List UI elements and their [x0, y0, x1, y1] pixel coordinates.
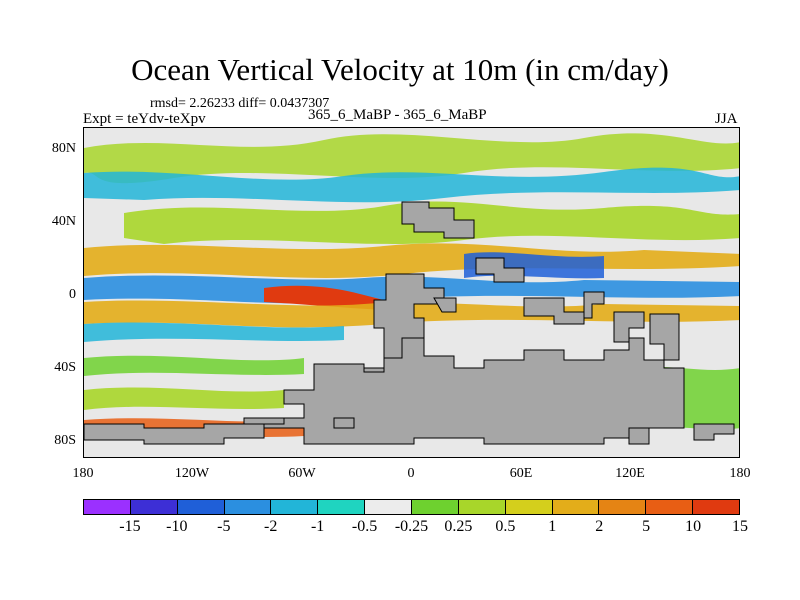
colorbar-label: -5 [217, 518, 231, 535]
colorbar-swatch [271, 500, 319, 514]
land-masses [84, 201, 735, 445]
x-tick-label: 180 [72, 466, 94, 481]
colorbar-label: 5 [642, 518, 651, 535]
center-label: 365_6_MaBP - 365_6_MaBP [308, 107, 487, 123]
colorbar-swatch [177, 500, 225, 514]
map-title: Ocean Vertical Velocity at 10m (in cm/da… [131, 52, 669, 87]
map-field [84, 128, 739, 457]
colorbar-label: -10 [166, 518, 188, 535]
colorbar-label: -1 [310, 518, 325, 535]
colorbar-swatch [458, 500, 506, 514]
colorbar-label: 1 [548, 518, 557, 535]
colorbar-label: 15 [732, 518, 748, 535]
colorbar-label: -2 [264, 518, 278, 535]
x-tick-label: 180 [729, 466, 751, 481]
colorbar-swatch [365, 500, 413, 514]
y-tick-label: 0 [69, 287, 76, 302]
colorbar-label: 0.5 [495, 518, 516, 535]
colorbar-swatch [84, 500, 131, 514]
y-tick-label: 80N [51, 141, 76, 156]
x-tick-label: 60W [288, 466, 316, 481]
experiment-label: Expt = teYdv-teXpv [83, 111, 206, 127]
x-tick-label: 60E [509, 466, 533, 481]
colorbar-swatch [318, 500, 366, 514]
x-tick-label: 120W [174, 466, 210, 481]
x-tick-label: 120E [615, 466, 645, 481]
colorbar-swatch [693, 500, 740, 514]
colorbar-label: 10 [685, 518, 702, 535]
colorbar-label: -0.5 [351, 518, 378, 535]
x-tick-label: 0 [407, 466, 415, 481]
colorbar-swatch [552, 500, 600, 514]
colorbar-label: -0.25 [394, 518, 429, 535]
colorbar-swatch [130, 500, 178, 514]
colorbar-swatch [224, 500, 272, 514]
colorbar-label: 0.25 [444, 518, 473, 535]
colorbar-swatch [599, 500, 647, 514]
colorbar-label: -15 [119, 518, 141, 535]
y-tick-label: 40N [51, 214, 76, 229]
map-plot-area [83, 127, 740, 458]
colorbar [83, 499, 740, 515]
season-label: JJA [715, 111, 738, 127]
stats-label: rmsd= 2.26233 diff= 0.0437307 [150, 96, 330, 111]
y-tick-label: 40S [54, 360, 76, 375]
colorbar-swatch [412, 500, 459, 514]
y-tick-label: 80S [54, 433, 76, 448]
colorbar-swatch [505, 500, 553, 514]
colorbar-swatch [646, 500, 694, 514]
colorbar-label: 2 [595, 518, 604, 535]
